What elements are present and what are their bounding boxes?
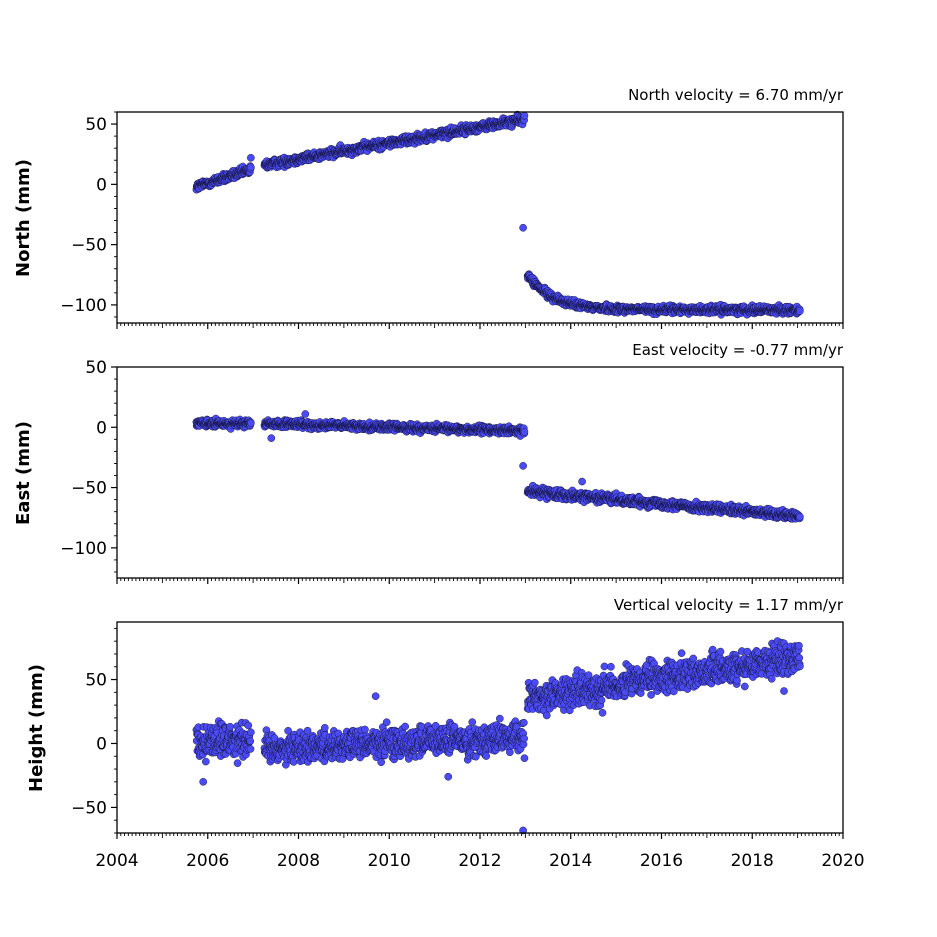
data-points xyxy=(192,110,804,319)
east-panel: East velocity = -0.77 mm/yr East (mm) 50… xyxy=(13,341,844,584)
data-point xyxy=(496,714,504,723)
data-point xyxy=(247,419,255,427)
y-tick-label: −100 xyxy=(60,539,107,559)
outlier-point xyxy=(519,223,527,232)
data-point xyxy=(796,513,804,521)
data-point xyxy=(401,722,409,731)
outlier-point xyxy=(267,434,276,442)
data-point xyxy=(361,725,369,734)
data-point xyxy=(226,722,234,731)
height-axis-label: Height (mm) xyxy=(26,664,47,792)
y-tick-label: −50 xyxy=(71,479,107,499)
data-point xyxy=(520,428,529,436)
data-point xyxy=(233,759,242,767)
outlier-point xyxy=(247,153,255,162)
data-points xyxy=(192,410,804,523)
y-tick-label: 50 xyxy=(85,115,107,135)
data-point xyxy=(247,163,255,172)
data-point xyxy=(377,758,386,767)
data-point xyxy=(201,757,210,766)
vertical-velocity-title: Vertical velocity = 1.17 mm/yr xyxy=(614,596,844,614)
data-point xyxy=(289,758,298,766)
data-point xyxy=(246,737,255,745)
data-point xyxy=(382,718,391,727)
data-point xyxy=(796,307,804,315)
data-points xyxy=(192,637,804,835)
y-tick-label: 0 xyxy=(96,175,107,195)
y-tick-label: 0 xyxy=(96,418,107,438)
plot-frame xyxy=(116,111,844,324)
data-point xyxy=(246,745,255,753)
north-panel: North velocity = 6.70 mm/yr North (mm) 5… xyxy=(13,86,844,329)
height-panel: Vertical velocity = 1.17 mm/yr Height (m… xyxy=(26,596,865,871)
y-tick-label: 50 xyxy=(85,358,107,378)
north-axis-label: North (mm) xyxy=(13,159,34,277)
y-tick-label: −100 xyxy=(60,296,107,316)
outlier-point xyxy=(301,410,310,418)
data-point xyxy=(244,721,253,730)
data-point xyxy=(247,728,255,737)
plot-frame xyxy=(116,366,844,579)
east-axis-label: East (mm) xyxy=(13,421,34,525)
north-velocity-title: North velocity = 6.70 mm/yr xyxy=(628,86,844,104)
data-point xyxy=(520,111,529,120)
east-velocity-title: East velocity = -0.77 mm/yr xyxy=(632,341,844,359)
y-tick-label: −50 xyxy=(71,236,107,256)
data-point xyxy=(468,718,477,726)
outlier-point xyxy=(578,477,586,486)
outlier-point xyxy=(519,462,527,470)
data-point xyxy=(482,752,491,760)
data-point xyxy=(320,723,329,732)
